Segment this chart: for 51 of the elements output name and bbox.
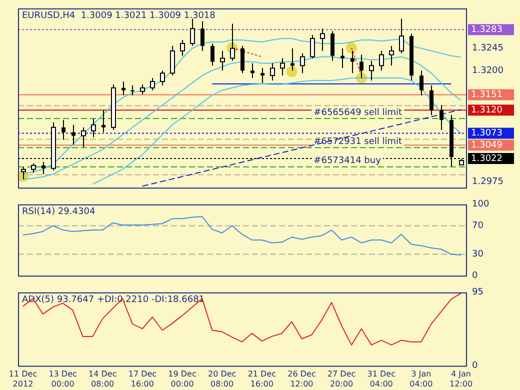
candlestick bbox=[440, 104, 444, 130]
y-tick-label: 0 bbox=[472, 270, 478, 281]
candlestick bbox=[72, 124, 76, 146]
y-tick-label: 1.2975 bbox=[472, 177, 504, 188]
ref-line-label: 1.3022 bbox=[471, 154, 502, 164]
y-tick-label: 70 bbox=[472, 221, 484, 232]
candlestick bbox=[200, 20, 204, 52]
x-tick-label: 4 Jan 12:00 bbox=[449, 370, 473, 388]
y-tick-label: 100 bbox=[472, 200, 490, 210]
ref-line-label: 1.3151 bbox=[471, 90, 502, 100]
x-tick-label: 14 Dec 08:00 bbox=[88, 370, 117, 388]
candlestick bbox=[210, 42, 214, 66]
candlestick bbox=[130, 84, 134, 96]
chart-title: EURUSD,H4 1.3009 1.3021 1.3009 1.3018 bbox=[22, 11, 216, 22]
x-tick-label: 11 Dec 2012 bbox=[8, 370, 38, 388]
ref-line-label: 1.3120 bbox=[471, 105, 503, 116]
x-tick-label: 3 Jan 04:00 bbox=[410, 370, 433, 388]
candlestick bbox=[250, 62, 254, 79]
candlestick bbox=[240, 45, 244, 74]
chart-title: RSI(14) 29.4304 bbox=[22, 207, 96, 218]
ref-line-label: #6565649 sell limit bbox=[314, 108, 403, 118]
ref-line-label: #6573414 buy bbox=[314, 156, 382, 166]
candlestick bbox=[102, 110, 106, 133]
candlestick bbox=[430, 84, 434, 116]
candlestick bbox=[340, 48, 344, 69]
point bbox=[286, 66, 298, 78]
point bbox=[346, 42, 358, 54]
candlestick bbox=[290, 48, 294, 72]
y-tick-label: 95 bbox=[472, 288, 484, 298]
candlestick bbox=[122, 80, 126, 96]
ref-line-label: 1.3073 bbox=[471, 128, 502, 139]
x-tick-label: 26 Dec 12:00 bbox=[288, 370, 316, 388]
y-tick-label: 1.3200 bbox=[472, 66, 504, 76]
candlestick bbox=[360, 54, 364, 79]
candlestick bbox=[42, 161, 46, 175]
candlestick bbox=[260, 68, 264, 84]
x-tick-label: 21 Dec 16:00 bbox=[248, 370, 276, 388]
y-tick-label: 1.3245 bbox=[472, 44, 504, 54]
ref-line-label: 1.3049 bbox=[471, 140, 503, 150]
x-tick-label: 20 Dec 08:00 bbox=[208, 370, 236, 388]
candlestick bbox=[62, 119, 66, 140]
ref-line-label: 1.3283 bbox=[471, 24, 502, 35]
candlestick bbox=[420, 70, 424, 96]
candlestick bbox=[330, 30, 334, 62]
x-tick-label: 13 Dec 00:00 bbox=[48, 370, 77, 388]
x-tick-label: 19 Dec 00:00 bbox=[168, 370, 196, 388]
x-tick-label: 27 Dec 20:00 bbox=[327, 370, 356, 388]
y-tick-label: 30 bbox=[472, 250, 484, 260]
x-tick-label: 31 Dec 04:00 bbox=[367, 370, 396, 388]
y-tick-label: 0 bbox=[472, 361, 478, 372]
x-tick-label: 17 Dec 16:00 bbox=[128, 370, 157, 388]
